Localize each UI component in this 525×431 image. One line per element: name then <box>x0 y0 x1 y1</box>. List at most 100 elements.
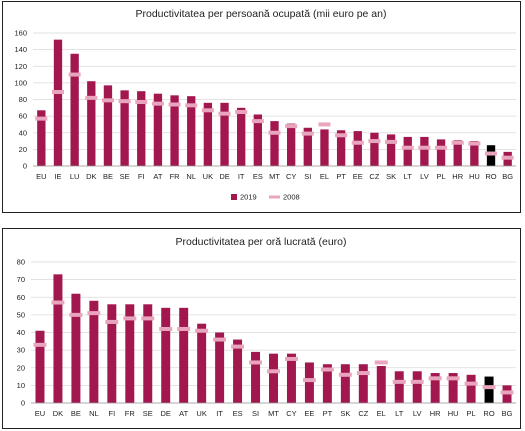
marker-2008-hr <box>428 376 442 381</box>
bar-nl <box>187 96 196 166</box>
y-tick-label: 0 <box>23 162 27 171</box>
y-tick-label: 30 <box>17 346 25 355</box>
y-tick-label: 40 <box>19 128 27 137</box>
marker-2008-dk <box>51 300 65 305</box>
marker-2008-cy <box>285 124 298 129</box>
y-tick-label: 20 <box>19 145 27 154</box>
marker-2008-at <box>151 101 164 106</box>
marker-2008-at <box>177 326 191 331</box>
category-label: CY <box>286 172 296 181</box>
category-label: IT <box>238 172 245 181</box>
bar-se <box>143 304 153 403</box>
category-label: SK <box>386 172 396 181</box>
category-label: BE <box>71 409 81 418</box>
bar-lv <box>420 136 429 166</box>
marker-2008-mt <box>268 130 281 135</box>
bar-cz <box>358 364 368 403</box>
bar-lu <box>70 53 79 166</box>
category-label: EU <box>35 409 45 418</box>
bar-lv <box>412 371 422 403</box>
bar-eu <box>35 330 45 403</box>
bar-uk <box>197 323 207 403</box>
category-label: CZ <box>358 409 368 418</box>
bar-eu <box>37 110 46 166</box>
bar-fi <box>137 91 146 166</box>
category-label: PL <box>436 172 445 181</box>
bar-hr <box>430 373 440 403</box>
bar-it <box>215 332 225 403</box>
bar-si <box>303 127 312 166</box>
marker-2008-es <box>231 344 245 349</box>
category-label: LV <box>420 172 429 181</box>
bar-fr <box>125 304 135 403</box>
y-tick-label: 70 <box>17 275 25 284</box>
marker-2008-eu <box>35 116 48 121</box>
marker-2008-be <box>69 312 83 317</box>
category-label: EL <box>320 172 329 181</box>
category-label: PT <box>323 409 333 418</box>
chart-title: Productivitatea per persoană ocupată (mi… <box>136 8 387 20</box>
category-label: LV <box>413 409 422 418</box>
category-label: IE <box>54 172 61 181</box>
category-label: MT <box>269 172 280 181</box>
category-label: UK <box>196 409 206 418</box>
marker-2008-cz <box>356 371 370 376</box>
bar-de <box>161 307 171 403</box>
bar-ee <box>304 362 314 403</box>
category-label: ES <box>253 172 263 181</box>
chart-panel-per-hour: Productivitatea per oră lucrată (euro) 0 1… <box>2 228 521 429</box>
y-tick-label: 40 <box>17 328 25 337</box>
bar-be <box>103 85 113 166</box>
category-label: BG <box>502 409 513 418</box>
category-label: DK <box>53 409 63 418</box>
category-label: EE <box>304 409 314 418</box>
category-label: LT <box>404 172 413 181</box>
chart-title: Productivitatea per oră lucrată (euro) <box>176 236 347 248</box>
marker-2008-pt <box>335 133 348 138</box>
marker-2008-se <box>118 99 131 104</box>
marker-2008-ro <box>482 385 496 390</box>
category-label: SI <box>252 409 259 418</box>
bar-lt <box>403 136 412 166</box>
marker-2008-fr <box>123 316 137 321</box>
marker-2008-el <box>374 360 388 365</box>
bar-dk <box>87 81 96 166</box>
legend-swatch-2008 <box>269 195 280 199</box>
bar-se <box>120 90 129 166</box>
marker-2008-ee <box>351 140 364 145</box>
marker-2008-es <box>251 119 264 124</box>
category-label: PT <box>336 172 346 181</box>
bar-nl <box>89 300 99 403</box>
marker-2008-de <box>159 326 173 331</box>
category-label: FR <box>170 172 181 181</box>
marker-2008-sk <box>385 139 398 144</box>
category-label: RO <box>485 172 496 181</box>
marker-2008-cy <box>284 356 298 361</box>
bar-mt <box>269 353 278 403</box>
bar-fi <box>107 304 117 403</box>
y-tick-label: 20 <box>17 363 25 372</box>
category-label: SE <box>143 409 153 418</box>
marker-2008-si <box>249 360 263 365</box>
marker-2008-sk <box>338 372 352 377</box>
marker-2008-ro <box>485 151 498 156</box>
bar-sk <box>340 364 350 403</box>
marker-2008-fr <box>168 102 181 107</box>
bar-hu <box>448 373 458 403</box>
category-label: DE <box>219 172 229 181</box>
y-tick-label: 80 <box>17 258 25 267</box>
chart-per-person: Productivitatea per persoană ocupată (mi… <box>14 8 516 202</box>
marker-2008-cz <box>368 139 381 144</box>
category-label: LT <box>395 409 404 418</box>
marker-2008-ee <box>302 378 316 383</box>
bar-cz <box>370 132 379 166</box>
category-label: UK <box>203 172 213 181</box>
category-label: PL <box>466 409 475 418</box>
bar-de <box>220 102 229 166</box>
bar-fr <box>170 95 179 166</box>
y-tick-label: 80 <box>19 95 27 104</box>
marker-2008-pl <box>464 381 478 386</box>
marker-2008-de <box>218 111 231 116</box>
y-tick-label: 10 <box>17 381 25 390</box>
y-tick-label: 140 <box>14 45 27 54</box>
